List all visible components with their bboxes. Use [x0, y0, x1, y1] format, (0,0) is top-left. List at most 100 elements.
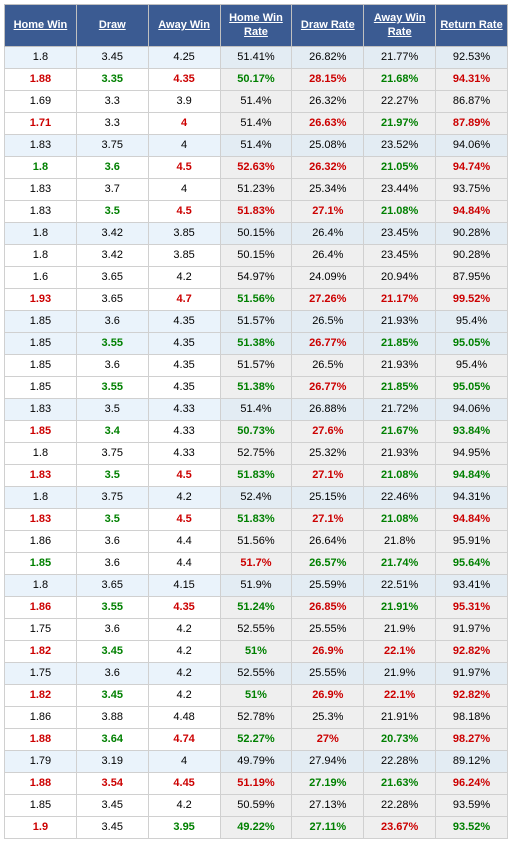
cell: 4.2: [148, 266, 220, 288]
cell: 1.8: [5, 46, 77, 68]
cell: 3.45: [76, 640, 148, 662]
cell: 1.8: [5, 156, 77, 178]
cell: 94.31%: [436, 68, 508, 90]
cell: 3.5: [76, 508, 148, 530]
cell: 21.68%: [364, 68, 436, 90]
cell: 20.73%: [364, 728, 436, 750]
table-row: 1.753.64.252.55%25.55%21.9%91.97%: [5, 662, 508, 684]
table-row: 1.883.354.3550.17%28.15%21.68%94.31%: [5, 68, 508, 90]
cell: 3.85: [148, 244, 220, 266]
cell: 96.24%: [436, 772, 508, 794]
cell: 3.5: [76, 398, 148, 420]
cell: 3.45: [76, 46, 148, 68]
cell: 90.28%: [436, 244, 508, 266]
cell: 26.5%: [292, 310, 364, 332]
col-header-0[interactable]: Home Win: [5, 5, 77, 47]
table-row: 1.853.454.250.59%27.13%22.28%93.59%: [5, 794, 508, 816]
cell: 52.63%: [220, 156, 292, 178]
table-row: 1.823.454.251%26.9%22.1%92.82%: [5, 684, 508, 706]
cell: 51.4%: [220, 112, 292, 134]
cell: 94.95%: [436, 442, 508, 464]
cell: 51%: [220, 684, 292, 706]
cell: 51.41%: [220, 46, 292, 68]
cell: 26.5%: [292, 354, 364, 376]
cell: 98.18%: [436, 706, 508, 728]
cell: 26.77%: [292, 376, 364, 398]
cell: 1.9: [5, 816, 77, 838]
cell: 95.31%: [436, 596, 508, 618]
cell: 51%: [220, 640, 292, 662]
cell: 27.1%: [292, 200, 364, 222]
cell: 52.4%: [220, 486, 292, 508]
cell: 51.4%: [220, 398, 292, 420]
col-header-3[interactable]: Home Win Rate: [220, 5, 292, 47]
table-row: 1.83.654.1551.9%25.59%22.51%93.41%: [5, 574, 508, 596]
cell: 26.63%: [292, 112, 364, 134]
cell: 94.31%: [436, 486, 508, 508]
cell: 21.93%: [364, 310, 436, 332]
cell: 21.85%: [364, 332, 436, 354]
cell: 27.94%: [292, 750, 364, 772]
cell: 3.64: [76, 728, 148, 750]
cell: 1.83: [5, 508, 77, 530]
cell: 92.82%: [436, 640, 508, 662]
cell: 1.83: [5, 200, 77, 222]
cell: 4.45: [148, 772, 220, 794]
cell: 1.85: [5, 332, 77, 354]
table-body: 1.83.454.2551.41%26.82%21.77%92.53%1.883…: [5, 46, 508, 838]
cell: 23.52%: [364, 134, 436, 156]
cell: 3.45: [76, 794, 148, 816]
cell: 4.5: [148, 156, 220, 178]
cell: 4.2: [148, 684, 220, 706]
cell: 52.55%: [220, 662, 292, 684]
cell: 4.2: [148, 618, 220, 640]
cell: 51.83%: [220, 200, 292, 222]
table-row: 1.63.654.254.97%24.09%20.94%87.95%: [5, 266, 508, 288]
cell: 54.97%: [220, 266, 292, 288]
cell: 87.95%: [436, 266, 508, 288]
cell: 4.35: [148, 68, 220, 90]
cell: 3.3: [76, 112, 148, 134]
col-header-2[interactable]: Away Win: [148, 5, 220, 47]
cell: 87.89%: [436, 112, 508, 134]
col-header-6[interactable]: Return Rate: [436, 5, 508, 47]
cell: 3.88: [76, 706, 148, 728]
cell: 1.88: [5, 68, 77, 90]
cell: 22.28%: [364, 750, 436, 772]
cell: 93.59%: [436, 794, 508, 816]
table-row: 1.853.554.3551.38%26.77%21.85%95.05%: [5, 332, 508, 354]
cell: 27.11%: [292, 816, 364, 838]
cell: 95.05%: [436, 376, 508, 398]
cell: 4.33: [148, 398, 220, 420]
cell: 3.4: [76, 420, 148, 442]
table-row: 1.933.654.751.56%27.26%21.17%99.52%: [5, 288, 508, 310]
cell: 51.4%: [220, 134, 292, 156]
cell: 94.06%: [436, 134, 508, 156]
cell: 26.57%: [292, 552, 364, 574]
cell: 1.85: [5, 354, 77, 376]
cell: 21.05%: [364, 156, 436, 178]
cell: 1.83: [5, 134, 77, 156]
cell: 1.85: [5, 420, 77, 442]
table-row: 1.833.54.551.83%27.1%21.08%94.84%: [5, 464, 508, 486]
cell: 3.54: [76, 772, 148, 794]
odds-table: Home WinDrawAway WinHome Win RateDraw Ra…: [4, 4, 508, 839]
cell: 4: [148, 178, 220, 200]
cell: 3.45: [76, 684, 148, 706]
cell: 21.08%: [364, 200, 436, 222]
cell: 4.35: [148, 310, 220, 332]
col-header-1[interactable]: Draw: [76, 5, 148, 47]
cell: 50.15%: [220, 222, 292, 244]
cell: 21.08%: [364, 464, 436, 486]
cell: 3.6: [76, 354, 148, 376]
cell: 1.69: [5, 90, 77, 112]
cell: 52.27%: [220, 728, 292, 750]
cell: 21.93%: [364, 354, 436, 376]
col-header-5[interactable]: Away Win Rate: [364, 5, 436, 47]
cell: 27.1%: [292, 508, 364, 530]
cell: 50.15%: [220, 244, 292, 266]
cell: 22.1%: [364, 684, 436, 706]
cell: 50.17%: [220, 68, 292, 90]
cell: 93.84%: [436, 420, 508, 442]
col-header-4[interactable]: Draw Rate: [292, 5, 364, 47]
